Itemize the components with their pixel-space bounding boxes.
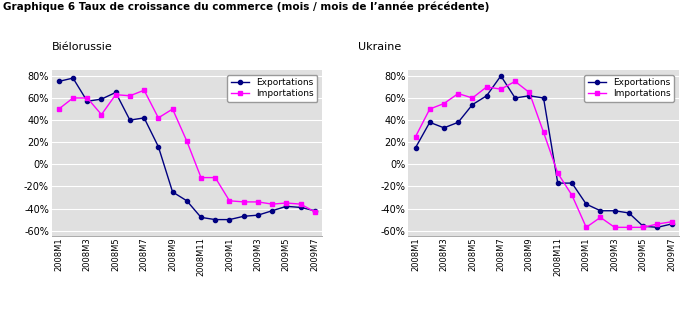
Importations (112, 93, 120, 97)
Exportations (183, 199, 191, 203)
Text: Graphique 6 Taux de croissance du commerce (mois / mois de l’année précédente): Graphique 6 Taux de croissance du commer… (3, 2, 490, 12)
Text: Biélorussie: Biélorussie (52, 42, 112, 52)
Exportations (240, 214, 248, 218)
Exportations (296, 205, 305, 209)
Exportations (426, 120, 434, 124)
Importations (183, 139, 191, 143)
Line: Importations: Importations (413, 79, 674, 229)
Importations (426, 107, 434, 111)
Importations (69, 96, 77, 100)
Importations (554, 171, 562, 175)
Exportations (282, 204, 291, 208)
Exportations (197, 215, 205, 219)
Importations (197, 176, 205, 180)
Importations (240, 200, 248, 204)
Exportations (97, 97, 105, 101)
Importations (411, 135, 420, 139)
Importations (440, 102, 448, 106)
Legend: Exportations, Importations: Exportations, Importations (584, 75, 674, 102)
Importations (525, 90, 533, 94)
Exportations (596, 209, 604, 213)
Exportations (211, 218, 219, 222)
Text: Ukraine: Ukraine (358, 42, 402, 52)
Importations (625, 225, 633, 229)
Importations (639, 225, 647, 229)
Importations (610, 225, 619, 229)
Importations (482, 85, 491, 89)
Exportations (411, 146, 420, 150)
Importations (168, 107, 176, 111)
Importations (140, 88, 148, 92)
Legend: Exportations, Importations: Exportations, Importations (227, 75, 318, 102)
Exportations (668, 222, 676, 226)
Exportations (168, 190, 176, 194)
Importations (254, 200, 262, 204)
Exportations (497, 74, 505, 78)
Exportations (112, 90, 120, 94)
Importations (83, 96, 92, 100)
Line: Importations: Importations (56, 88, 317, 214)
Exportations (469, 103, 477, 107)
Importations (97, 113, 105, 117)
Exportations (610, 209, 619, 213)
Exportations (525, 94, 533, 98)
Line: Exportations: Exportations (56, 76, 317, 222)
Importations (225, 199, 234, 203)
Exportations (83, 99, 92, 103)
Exportations (268, 209, 276, 213)
Importations (539, 130, 548, 134)
Exportations (568, 181, 576, 185)
Exportations (554, 181, 562, 185)
Exportations (225, 218, 234, 222)
Importations (511, 79, 520, 83)
Importations (282, 201, 291, 205)
Exportations (653, 225, 661, 229)
Exportations (154, 145, 163, 149)
Importations (296, 202, 305, 206)
Exportations (254, 213, 262, 217)
Importations (126, 94, 134, 98)
Exportations (511, 96, 520, 100)
Importations (311, 210, 319, 214)
Exportations (582, 202, 590, 206)
Exportations (140, 116, 148, 120)
Exportations (69, 76, 77, 80)
Importations (668, 220, 676, 224)
Importations (268, 202, 276, 206)
Importations (596, 215, 604, 219)
Exportations (440, 126, 448, 130)
Importations (469, 96, 477, 100)
Importations (154, 116, 163, 120)
Line: Exportations: Exportations (413, 74, 674, 229)
Exportations (539, 96, 548, 100)
Importations (211, 176, 219, 180)
Exportations (454, 120, 462, 124)
Exportations (482, 94, 491, 98)
Exportations (54, 79, 63, 83)
Importations (497, 87, 505, 91)
Importations (653, 222, 661, 226)
Exportations (625, 211, 633, 215)
Importations (582, 225, 590, 229)
Exportations (311, 209, 319, 213)
Exportations (639, 224, 647, 228)
Importations (568, 193, 576, 197)
Exportations (126, 118, 134, 122)
Importations (454, 91, 462, 95)
Importations (54, 107, 63, 111)
